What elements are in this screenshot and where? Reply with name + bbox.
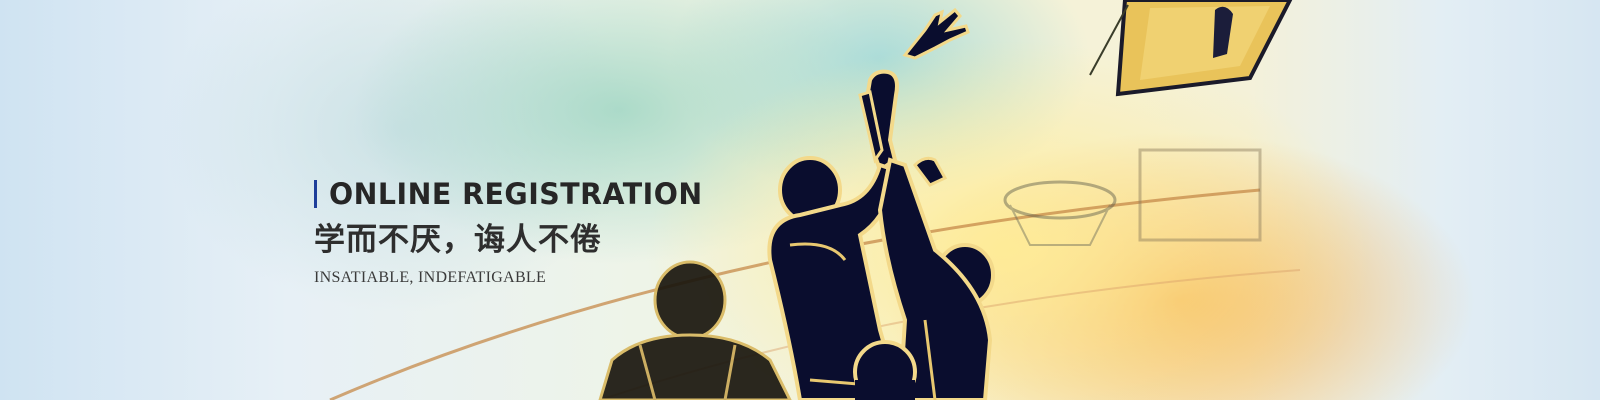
court-arc-line [329, 188, 1261, 400]
player-silhouette-front [853, 340, 917, 400]
chinese-slogan: 学而不厌，诲人不倦 [314, 222, 602, 258]
basketball-hoop-icon [1089, 0, 1293, 97]
english-slogan: INSATIABLE, INDEFATIGABLE [314, 269, 547, 286]
title-row: ONLINE REGISTRATION [314, 176, 734, 212]
player-silhouette-left [598, 260, 792, 400]
banner-text-block: ONLINE REGISTRATION 学而不厌，诲人不倦 INSATIABLE… [314, 176, 734, 287]
title-accent-bar [314, 180, 317, 208]
background-hoop-icon [1003, 148, 1262, 246]
player-silhouette-right [877, 156, 995, 400]
player-silhouette-center [767, 69, 903, 400]
reaching-hand-silhouette [902, 7, 970, 60]
page-title: ONLINE REGISTRATION [329, 177, 703, 211]
